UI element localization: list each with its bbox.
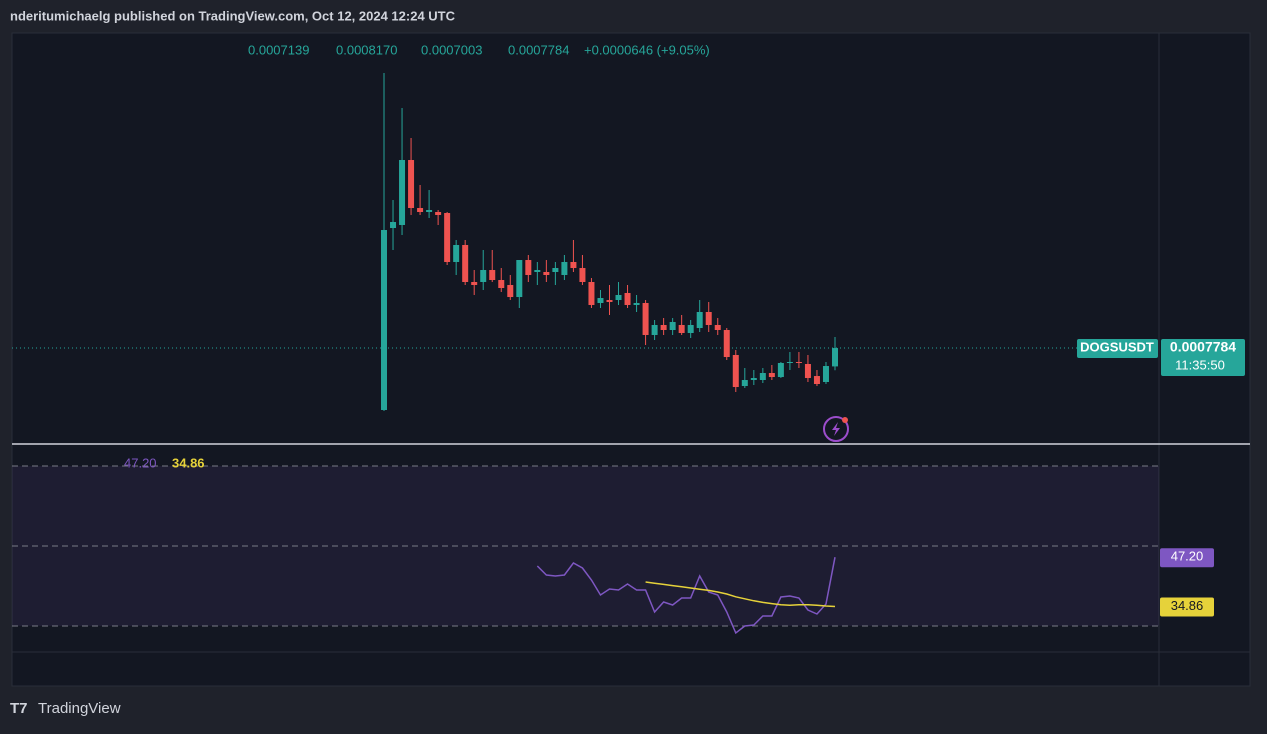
countdown-label: 11:35:50	[1175, 357, 1225, 372]
candle-body	[786, 362, 793, 364]
rsi-value-box	[1160, 548, 1214, 568]
candle-body	[534, 270, 541, 273]
rsi-value-label: 34.86	[1171, 598, 1204, 613]
candle-body	[597, 298, 604, 303]
candle-body	[381, 230, 387, 411]
rsi-legend-value: 34.86	[172, 455, 205, 470]
candle-body	[651, 324, 658, 335]
rsi-line	[536, 557, 836, 635]
svg-text:T7: T7	[10, 700, 28, 717]
lightning-icon[interactable]	[823, 416, 849, 442]
candle-body	[507, 284, 514, 298]
price-label: 0.0007784	[1170, 339, 1236, 355]
candle-body	[525, 260, 532, 275]
candle-body	[678, 324, 685, 333]
candle-body	[687, 324, 694, 333]
rsi-legend-value: 47.20	[124, 455, 157, 470]
candle-body	[705, 312, 712, 325]
candle-body	[471, 282, 478, 285]
candle-body	[453, 244, 460, 263]
candle-body	[750, 378, 757, 381]
candle-body	[498, 280, 505, 289]
candle-body	[795, 362, 802, 364]
chart-area	[11, 32, 1251, 687]
ohlc-value: 0.0007003	[421, 42, 482, 57]
candle-body	[489, 270, 496, 281]
candle-body	[660, 324, 667, 331]
candle-body	[399, 160, 406, 225]
candle-body	[444, 213, 451, 263]
candle-body	[813, 376, 820, 384]
rsi-value-label: 47.20	[1171, 549, 1204, 564]
candle-body	[777, 363, 784, 378]
price-box	[1161, 339, 1245, 377]
candle-body	[543, 272, 550, 275]
candle-body	[768, 373, 775, 378]
brand: T7 TradingView	[10, 700, 121, 717]
change-value: +0.0000646 (+9.05%)	[584, 42, 710, 57]
candle-body	[615, 294, 622, 301]
candle-body	[741, 380, 748, 387]
candle-body	[804, 363, 811, 379]
candle-body	[832, 348, 838, 367]
symbol-label: DOGSUSDT	[1080, 339, 1154, 354]
candle-body	[696, 312, 703, 329]
candle-body	[435, 212, 442, 215]
candle-body	[714, 324, 721, 331]
candle-body	[669, 322, 676, 331]
candle-body	[552, 268, 559, 273]
candle-body	[759, 373, 766, 381]
candle-body	[426, 210, 433, 213]
brand-name: TradingView	[38, 700, 121, 717]
rsi-value-box	[1160, 597, 1214, 617]
symbol-box	[1077, 339, 1158, 359]
candle-body	[408, 160, 415, 209]
candle-body	[633, 303, 640, 305]
candle-body	[822, 366, 829, 383]
candle-body	[462, 244, 469, 283]
candle-body	[570, 262, 577, 269]
candle-body	[390, 222, 397, 229]
ohlc-value: 0.0007139	[248, 42, 309, 57]
ohlc-value: 0.0007784	[508, 42, 569, 57]
ohlc-value: 0.0008170	[336, 42, 397, 57]
candle-body	[561, 262, 568, 275]
candle-body	[579, 268, 586, 283]
candle-body	[606, 300, 613, 303]
candle-body	[732, 354, 739, 388]
candle-body	[588, 282, 595, 305]
publish-info: nderitumichaelg published on TradingView…	[10, 8, 456, 23]
candle-body	[480, 270, 487, 283]
candle-body	[642, 303, 649, 335]
candle-body	[417, 208, 424, 213]
candle-body	[723, 330, 730, 358]
candle-body	[624, 293, 631, 305]
rsi-line	[645, 581, 836, 608]
candle-body	[516, 260, 523, 298]
